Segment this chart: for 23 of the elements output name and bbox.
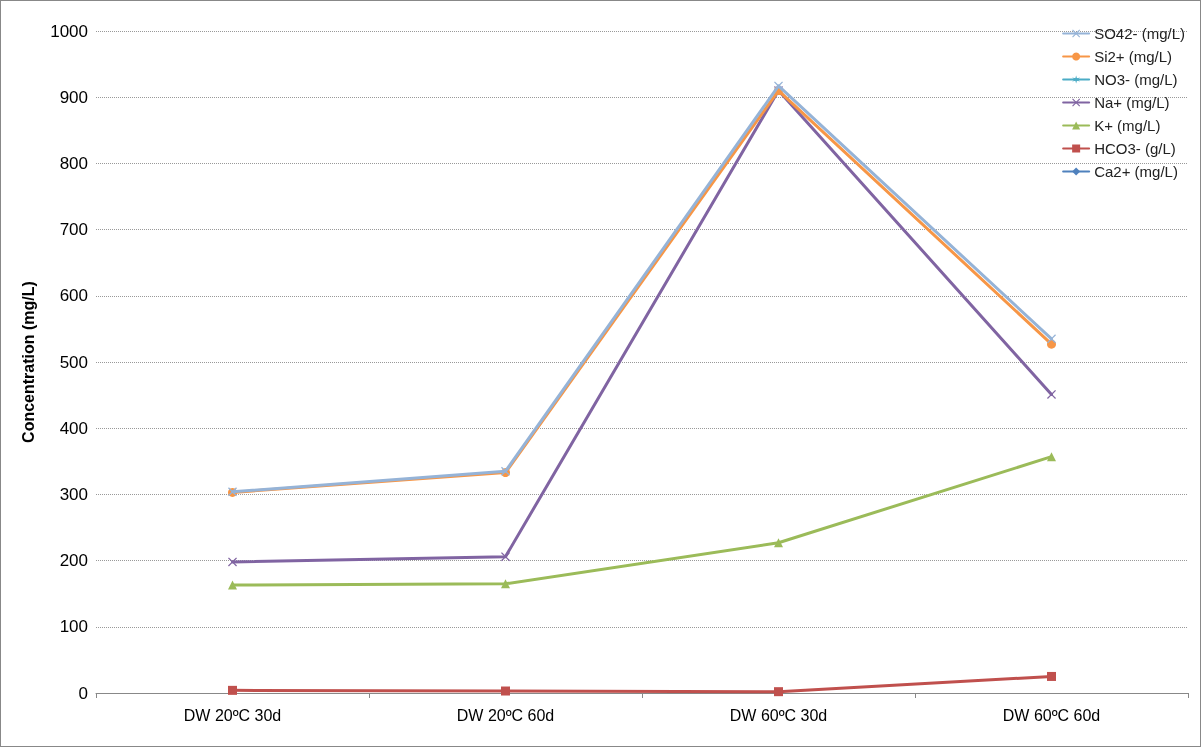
- y-tick-label: 0: [78, 683, 88, 703]
- legend-label: K+ (mg/L): [1094, 117, 1161, 134]
- y-tick-label: 400: [59, 418, 88, 438]
- legend-label: HCO3- (g/L): [1094, 140, 1176, 157]
- x-tick-label: DW 20ºC 30d: [183, 706, 282, 724]
- x-tick-label: DW 60ºC 30d: [729, 706, 828, 724]
- y-tick-label: 500: [59, 352, 88, 372]
- y-tick-label: 300: [59, 484, 88, 504]
- legend-label: Ca2+ (mg/L): [1094, 163, 1178, 180]
- legend-label: Na+ (mg/L): [1094, 94, 1170, 111]
- legend-label: NO3- (mg/L): [1094, 71, 1178, 88]
- y-tick-label: 900: [59, 87, 88, 107]
- x-tick-label: DW 60ºC 60d: [1002, 706, 1101, 724]
- legend-label: SO42- (mg/L): [1094, 25, 1185, 42]
- y-tick-label: 1000: [50, 21, 88, 41]
- y-tick-label: 200: [59, 551, 88, 571]
- y-tick-label: 700: [59, 220, 88, 240]
- legend-label: Si2+ (mg/L): [1094, 48, 1173, 65]
- x-tick-label: DW 20ºC 60d: [456, 706, 555, 724]
- y-tick-label: 800: [59, 153, 88, 173]
- y-tick-label: 600: [59, 286, 88, 306]
- y-axis-title: Concentration (mg/L): [19, 281, 37, 443]
- y-tick-label: 100: [59, 617, 88, 637]
